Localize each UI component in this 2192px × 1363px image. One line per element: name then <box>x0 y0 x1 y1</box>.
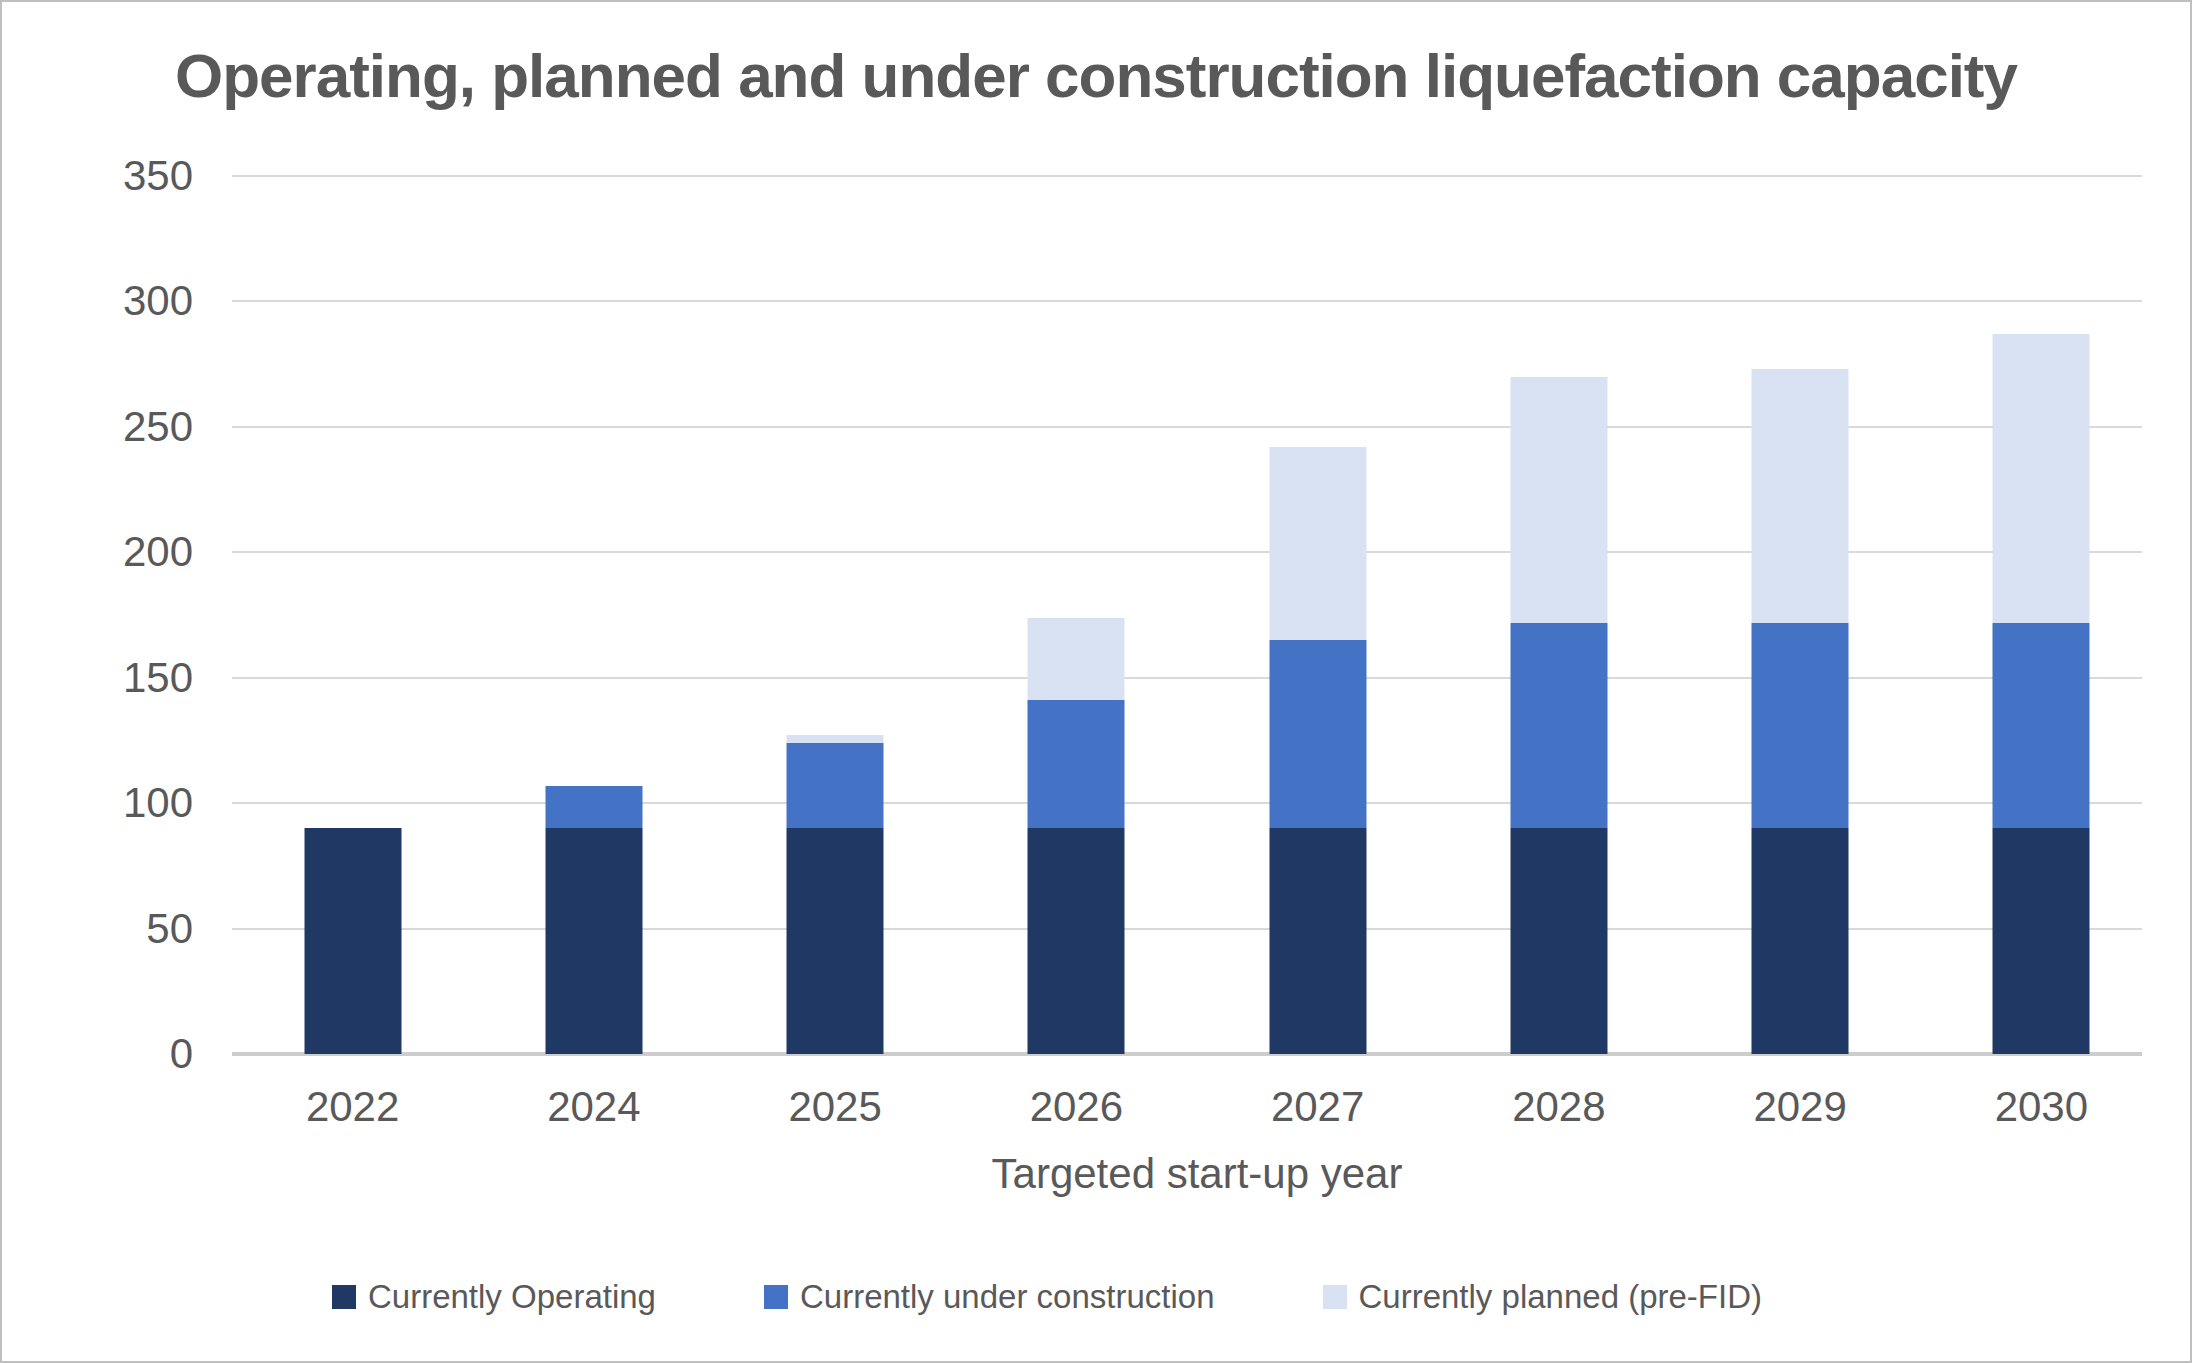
bar-stack-2026 <box>1028 618 1125 1054</box>
x-axis-tick-labels: 20222024202520262027202820292030 <box>232 1084 2162 1130</box>
bar-segment-2030-currently-planned-pre-fid- <box>1993 334 2090 622</box>
y-axis-title: m t/y <box>0 571 189 613</box>
y-tick-label-250: 250 <box>53 406 193 448</box>
y-tick-label-50: 50 <box>53 908 193 950</box>
bar-slot-2029 <box>1680 176 1921 1054</box>
legend-item-currently-planned-pre-fid-: Currently planned (pre-FID) <box>1323 1278 1762 1316</box>
bar-segment-2027-currently-planned-pre-fid- <box>1269 447 1366 640</box>
bar-segment-2024-currently-under-construction <box>545 786 642 829</box>
legend: Currently Operating Currently under const… <box>332 1274 1762 1320</box>
bar-slot-2026 <box>956 176 1197 1054</box>
bar-slot-2024 <box>473 176 714 1054</box>
legend-swatch-icon <box>332 1285 356 1309</box>
y-tick-label-200: 200 <box>53 531 193 573</box>
bar-stack-2027 <box>1269 447 1366 1054</box>
chart-title: Operating, planned and under constructio… <box>2 40 2190 111</box>
bar-slot-2028 <box>1438 176 1679 1054</box>
y-tick-label-0: 0 <box>53 1033 193 1075</box>
legend-item-currently-under-construction: Currently under construction <box>764 1278 1215 1316</box>
bar-segment-2027-currently-operating <box>1269 828 1366 1054</box>
bar-slot-2030 <box>1921 176 2162 1054</box>
plot-area <box>232 176 2162 1054</box>
bar-segment-2025-currently-under-construction <box>787 743 884 828</box>
legend-swatch-icon <box>1323 1285 1347 1309</box>
legend-item-currently-operating: Currently Operating <box>332 1278 656 1316</box>
x-tick-label-2026: 2026 <box>956 1084 1197 1130</box>
x-tick-label-2022: 2022 <box>232 1084 473 1130</box>
bar-segment-2030-currently-under-construction <box>1993 623 2090 829</box>
bar-segment-2025-currently-planned-pre-fid- <box>787 735 884 743</box>
bar-stack-2030 <box>1993 334 2090 1054</box>
bar-segment-2028-currently-under-construction <box>1510 623 1607 829</box>
bar-segment-2022-currently-operating <box>304 828 401 1054</box>
y-tick-label-350: 350 <box>53 155 193 197</box>
bar-segment-2027-currently-under-construction <box>1269 640 1366 828</box>
bar-slot-2022 <box>232 176 473 1054</box>
legend-swatch-icon <box>764 1285 788 1309</box>
x-tick-label-2029: 2029 <box>1680 1084 1921 1130</box>
legend-label: Currently Operating <box>368 1278 656 1316</box>
x-tick-label-2025: 2025 <box>715 1084 956 1130</box>
bar-stack-2022 <box>304 828 401 1054</box>
y-tick-label-100: 100 <box>53 782 193 824</box>
x-tick-label-2028: 2028 <box>1438 1084 1679 1130</box>
bar-segment-2028-currently-planned-pre-fid- <box>1510 377 1607 623</box>
y-tick-label-300: 300 <box>53 280 193 322</box>
bar-segment-2028-currently-operating <box>1510 828 1607 1054</box>
bar-segment-2029-currently-operating <box>1752 828 1849 1054</box>
x-tick-label-2030: 2030 <box>1921 1084 2162 1130</box>
bar-segment-2026-currently-under-construction <box>1028 700 1125 828</box>
bar-segment-2025-currently-operating <box>787 828 884 1054</box>
bar-stack-2029 <box>1752 369 1849 1054</box>
bar-slot-2025 <box>715 176 956 1054</box>
chart-figure: Operating, planned and under constructio… <box>0 0 2192 1363</box>
x-tick-label-2027: 2027 <box>1197 1084 1438 1130</box>
y-tick-label-150: 150 <box>53 657 193 699</box>
bar-segment-2024-currently-operating <box>545 828 642 1054</box>
bar-slot-2027 <box>1197 176 1438 1054</box>
bar-segment-2026-currently-planned-pre-fid- <box>1028 618 1125 701</box>
x-axis-title: Targeted start-up year <box>232 1150 2162 1198</box>
bar-segment-2029-currently-planned-pre-fid- <box>1752 369 1849 622</box>
bar-segment-2026-currently-operating <box>1028 828 1125 1054</box>
bar-segment-2030-currently-operating <box>1993 828 2090 1054</box>
x-tick-label-2024: 2024 <box>473 1084 714 1130</box>
legend-label: Currently planned (pre-FID) <box>1359 1278 1762 1316</box>
bar-stack-2028 <box>1510 377 1607 1054</box>
bar-stack-2024 <box>545 786 642 1054</box>
bars-container <box>232 176 2162 1054</box>
legend-label: Currently under construction <box>800 1278 1215 1316</box>
bar-segment-2029-currently-under-construction <box>1752 623 1849 829</box>
bar-stack-2025 <box>787 735 884 1054</box>
